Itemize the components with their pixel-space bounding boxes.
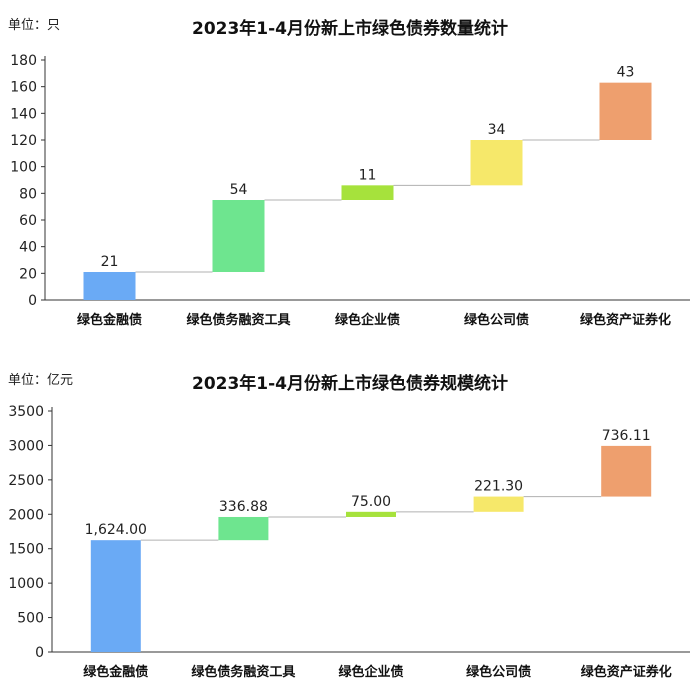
y-tick-label: 100: [10, 160, 37, 176]
x-tick-label: 绿色金融债: [83, 664, 148, 680]
data-label: 34: [488, 122, 506, 138]
y-tick-label: 60: [19, 213, 37, 229]
y-tick-label: 3000: [8, 438, 44, 454]
y-tick-label: 120: [10, 133, 37, 149]
unit-label: 单位：亿元: [8, 373, 74, 388]
chart-bond-scale: 单位：亿元 2023年1-4月份新上市绿色债券规模统计 0 500 1000 1500…: [0, 343, 700, 686]
y-tick-label: 20: [19, 266, 37, 282]
y-tick-label: 180: [10, 53, 37, 69]
data-label: 221.30: [474, 479, 523, 495]
data-label: 75.00: [351, 494, 391, 510]
x-tick-label: 绿色公司债: [466, 664, 531, 680]
data-label: 54: [230, 182, 248, 198]
data-label: 21: [101, 254, 119, 270]
x-tick-label: 绿色资产证券化: [581, 664, 672, 680]
bar: [90, 540, 141, 652]
x-tick-label: 绿色资产证券化: [580, 312, 671, 328]
y-tick-label: 0: [35, 645, 44, 661]
chart-title: 2023年1-4月份新上市绿色债券规模统计: [191, 374, 509, 394]
x-tick-label: 绿色公司债: [464, 312, 529, 328]
data-label: 336.88: [219, 499, 268, 515]
y-tick-label: 1000: [8, 576, 44, 592]
y-tick-label: 140: [10, 106, 37, 122]
bar: [601, 445, 652, 497]
y-tick-label: 2500: [8, 473, 44, 489]
data-label: 43: [617, 65, 635, 81]
y-tick-label: 500: [17, 611, 44, 627]
bar: [470, 140, 523, 186]
x-tick-label: 绿色企业债: [338, 664, 403, 680]
chart-svg: 0 500 1000 1500 2000 2500 3000 3500 1,624.00 绿色金融…: [8, 404, 690, 680]
y-tick-label: 3500: [8, 404, 44, 420]
bar: [341, 185, 394, 200]
x-tick-label: 绿色企业债: [335, 312, 400, 328]
bar: [473, 496, 524, 512]
x-tick-label: 绿色债务融资工具: [191, 664, 295, 680]
chart-svg: 0 20 40 60 80 100 120 140 160 180 21 绿色金融债 54 绿色债务融资工…: [10, 53, 690, 328]
y-tick-label: 2000: [8, 507, 44, 523]
bar: [346, 511, 396, 517]
bar: [212, 200, 265, 272]
bar: [218, 516, 269, 541]
x-tick-label: 绿色金融债: [77, 312, 142, 328]
data-label: 11: [359, 167, 377, 183]
y-tick-label: 160: [10, 80, 37, 96]
y-tick-label: 40: [19, 240, 37, 256]
y-tick-label: 0: [28, 293, 37, 309]
data-label: 736.11: [602, 428, 651, 444]
y-tick-label: 1500: [8, 542, 44, 558]
x-tick-label: 绿色债务融资工具: [186, 312, 290, 328]
unit-label: 单位：只: [8, 18, 61, 33]
chart-bond-count: 单位：只 2023年1-4月份新上市绿色债券数量统计 0 20 40 60 80 100 1…: [8, 18, 690, 328]
chart-title: 2023年1-4月份新上市绿色债券数量统计: [191, 19, 509, 39]
bar: [599, 82, 652, 140]
data-label: 1,624.00: [85, 522, 147, 538]
bar: [83, 272, 136, 300]
y-tick-label: 80: [19, 186, 37, 202]
